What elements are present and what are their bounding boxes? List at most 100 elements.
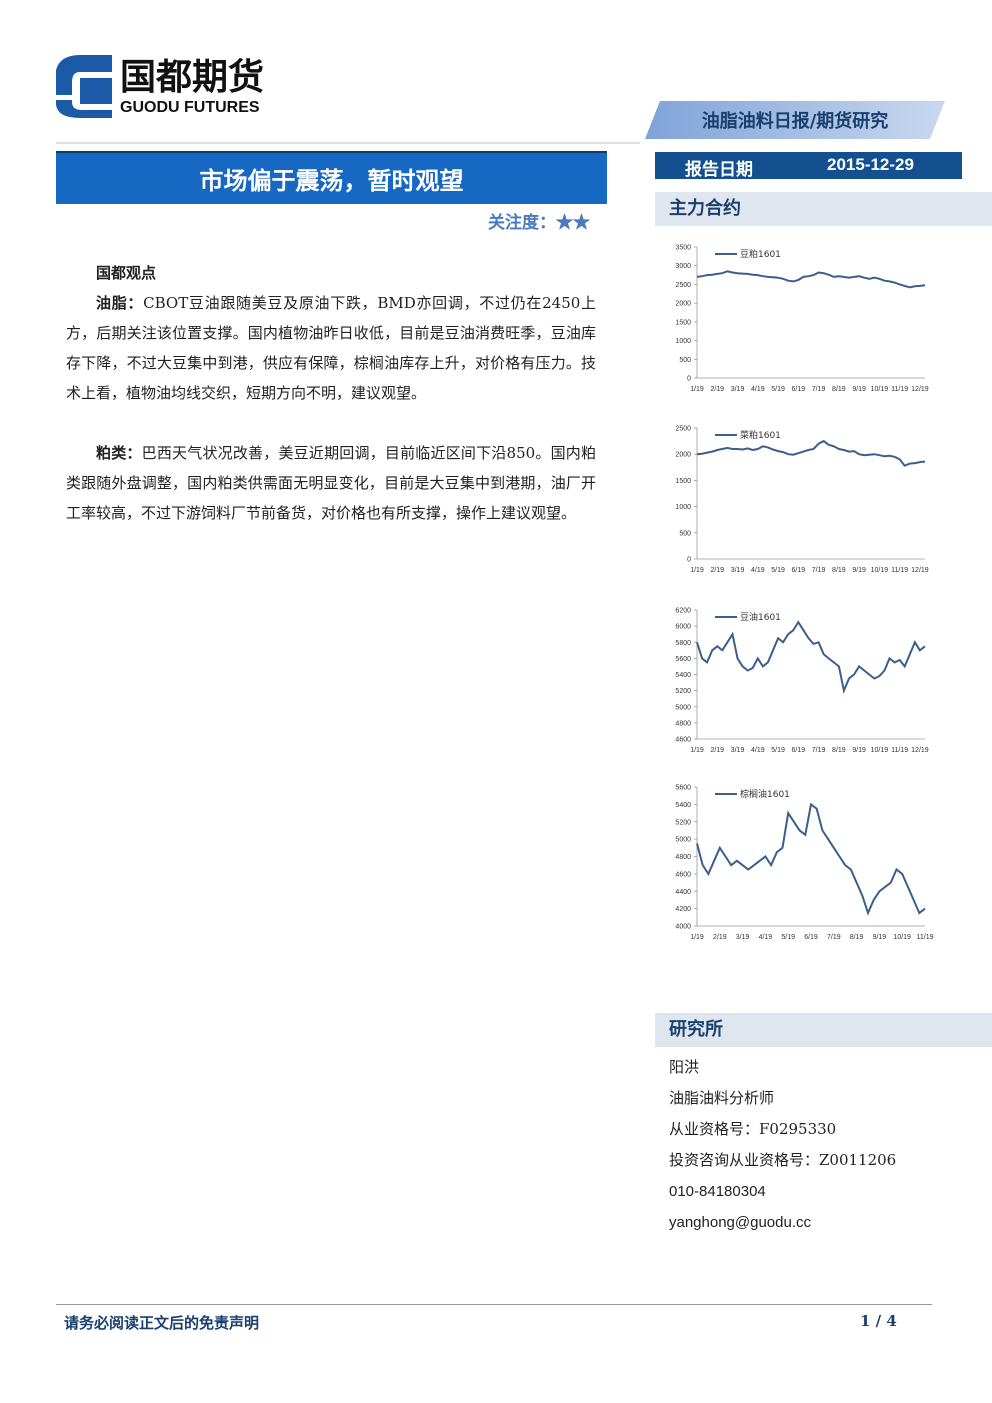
- y-tick-label: 4400: [675, 889, 691, 896]
- y-tick-label: 1000: [675, 504, 691, 511]
- y-tick-label: 5800: [675, 640, 691, 647]
- y-tick-label: 4800: [675, 854, 691, 861]
- y-tick-label: 3500: [675, 245, 691, 252]
- x-tick-label: 5/19: [781, 934, 795, 941]
- x-tick-label: 2/19: [713, 934, 727, 941]
- y-tick-label: 6200: [675, 608, 691, 615]
- report-type-banner: [645, 101, 945, 139]
- y-tick-label: 5200: [675, 819, 691, 826]
- x-tick-label: 4/19: [751, 567, 765, 574]
- paragraph-label: 油脂：: [96, 294, 144, 312]
- y-tick-label: 0: [687, 376, 691, 383]
- research-line: 010-84180304: [669, 1183, 766, 1200]
- y-tick-label: 5600: [675, 785, 691, 792]
- x-tick-label: 2/19: [710, 567, 724, 574]
- x-tick-label: 5/19: [771, 567, 785, 574]
- y-tick-label: 4800: [675, 720, 691, 727]
- y-tick-label: 4600: [675, 871, 691, 878]
- y-tick-label: 5400: [675, 802, 691, 809]
- x-tick-label: 7/19: [812, 386, 826, 393]
- view: 国都观点 油脂：CBOT豆油跟随美豆及原油下跌，BMD亦回调，不过仍在2450上…: [66, 258, 596, 558]
- y-tick-label: 4000: [675, 924, 691, 931]
- y-tick-label: 5200: [675, 688, 691, 695]
- x-tick-label: 6/19: [792, 747, 806, 754]
- date-label: 报告日期: [685, 160, 753, 180]
- x-tick-label: 9/19: [852, 747, 866, 754]
- y-tick-label: 5000: [675, 704, 691, 711]
- date-value: 2015-12-29: [827, 155, 914, 174]
- x-tick-label: 4/19: [759, 934, 773, 941]
- attention: 关注度：★★: [440, 208, 590, 233]
- x-tick-label: 12/19: [911, 567, 929, 574]
- x-tick-label: 6/19: [804, 934, 818, 941]
- y-tick-label: 5000: [675, 837, 691, 844]
- research-heading: 研究所: [655, 1013, 992, 1047]
- y-tick-label: 500: [679, 530, 691, 537]
- x-tick-label: 7/19: [812, 747, 826, 754]
- y-tick-label: 2000: [675, 301, 691, 308]
- legend-label: 菜粕1601: [740, 429, 781, 441]
- series-line: [696, 270, 926, 289]
- y-tick-label: 3000: [675, 263, 691, 270]
- y-tick-label: 2000: [675, 452, 691, 459]
- y-tick-label: 2500: [675, 426, 691, 433]
- research-line: 阳洪: [669, 1058, 700, 1076]
- page-number: 1 / 4: [860, 1312, 897, 1330]
- x-tick-label: 12/19: [911, 386, 929, 393]
- x-tick-label: 1/19: [690, 747, 704, 754]
- x-tick-label: 5/19: [771, 747, 785, 754]
- y-tick-label: 5600: [675, 656, 691, 663]
- x-tick-label: 8/19: [832, 386, 846, 393]
- x-tick-label: 6/19: [792, 567, 806, 574]
- x-tick-label: 1/19: [690, 567, 704, 574]
- x-tick-label: 8/19: [832, 747, 846, 754]
- x-tick-label: 3/19: [731, 567, 745, 574]
- paragraph: 粕类：巴西天气状况改善，美豆近期回调，目前临近区间下沿850。国内粕类跟随外盘调…: [66, 438, 596, 528]
- contracts-heading: 主力合约: [655, 192, 992, 226]
- logo-name: 国都期货: [120, 57, 264, 98]
- x-tick-label: 8/19: [832, 567, 846, 574]
- y-tick-label: 4600: [675, 737, 691, 744]
- y-tick-label: 500: [679, 357, 691, 364]
- y-tick-label: 5400: [675, 672, 691, 679]
- attention-stars: ★★: [556, 213, 590, 233]
- series-line: [696, 802, 926, 916]
- x-tick-label: 10/19: [871, 386, 889, 393]
- x-tick-label: 1/19: [690, 934, 704, 941]
- y-tick-label: 6000: [675, 624, 691, 631]
- y-tick-label: 1000: [675, 338, 691, 345]
- report-type: 油脂油料日报/期货研究: [702, 110, 889, 132]
- x-tick-label: 1/19: [690, 386, 704, 393]
- x-tick-label: 10/19: [893, 934, 911, 941]
- attention-label: 关注度：: [488, 213, 556, 233]
- x-tick-label: 11/19: [891, 567, 908, 574]
- x-tick-label: 9/19: [852, 567, 866, 574]
- logo-english: GUODU FUTURES: [120, 99, 260, 116]
- research: 阳洪 油脂油料分析师 从业资格号：F0295330 投资咨询从业资格号：Z001120…: [669, 1052, 896, 1238]
- disclaimer: 请务必阅读正文后的免责声明: [64, 1314, 260, 1332]
- x-tick-label: 2/19: [710, 747, 724, 754]
- paragraph-text: CBOT豆油跟随美豆及原油下跌，BMD亦回调，不过仍在2450上方，后期关注该位…: [66, 294, 596, 402]
- x-tick-label: 3/19: [731, 386, 745, 393]
- y-tick-label: 2500: [675, 282, 691, 289]
- legend-label: 豆粕1601: [740, 248, 781, 260]
- date-bar: 报告日期 2015-12-29: [655, 152, 962, 180]
- research-line: 油脂油料分析师: [669, 1089, 775, 1107]
- x-tick-label: 5/19: [771, 386, 785, 393]
- x-tick-label: 4/19: [751, 386, 765, 393]
- footer-rule: [56, 1304, 932, 1305]
- x-tick-label: 10/19: [871, 747, 889, 754]
- x-tick-label: 11/19: [891, 747, 908, 754]
- y-tick-label: 1500: [675, 478, 691, 485]
- y-tick-label: 4200: [675, 906, 691, 913]
- x-tick-label: 9/19: [873, 934, 887, 941]
- title: 市场偏于震荡，暂时观望: [56, 151, 607, 204]
- legend-label: 豆油1601: [740, 611, 781, 623]
- x-tick-label: 8/19: [850, 934, 864, 941]
- x-tick-label: 3/19: [731, 747, 745, 754]
- x-tick-label: 3/19: [736, 934, 750, 941]
- x-tick-label: 10/19: [871, 567, 889, 574]
- research-line: yanghong@guodu.cc: [669, 1214, 812, 1231]
